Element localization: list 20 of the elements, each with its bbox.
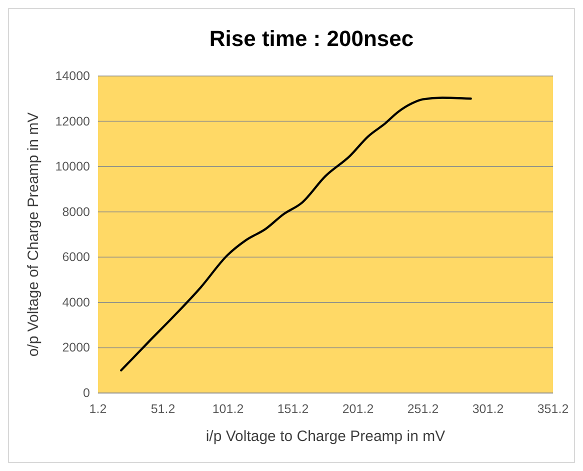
x-axis-title: i/p Voltage to Charge Preamp in mV <box>206 428 446 445</box>
x-tick-label: 1.2 <box>89 402 107 416</box>
chart-title: Rise time : 200nsec <box>209 26 414 51</box>
y-tick-label: 8000 <box>62 204 90 219</box>
x-tick-label: 251.2 <box>407 402 439 416</box>
y-tick-label: 6000 <box>62 250 90 264</box>
x-tick-label: 101.2 <box>212 402 244 416</box>
y-tick-label: 2000 <box>62 340 90 355</box>
y-axis-title: o/p Voltage of Charge Preamp in mV <box>25 112 42 357</box>
x-tick-label: 351.2 <box>537 402 569 416</box>
y-tick-label: 0 <box>83 386 90 400</box>
y-tick-label: 14000 <box>55 69 90 83</box>
line-series <box>120 96 472 372</box>
x-tick-label: 51.2 <box>150 402 176 416</box>
x-tick-label: 301.2 <box>472 402 504 416</box>
y-tick-label: 12000 <box>55 114 90 128</box>
y-tick-label: 10000 <box>55 160 90 174</box>
x-tick-label: 201.2 <box>342 402 374 416</box>
x-tick-label: 151.2 <box>277 402 309 416</box>
y-tick-label: 4000 <box>62 295 90 310</box>
